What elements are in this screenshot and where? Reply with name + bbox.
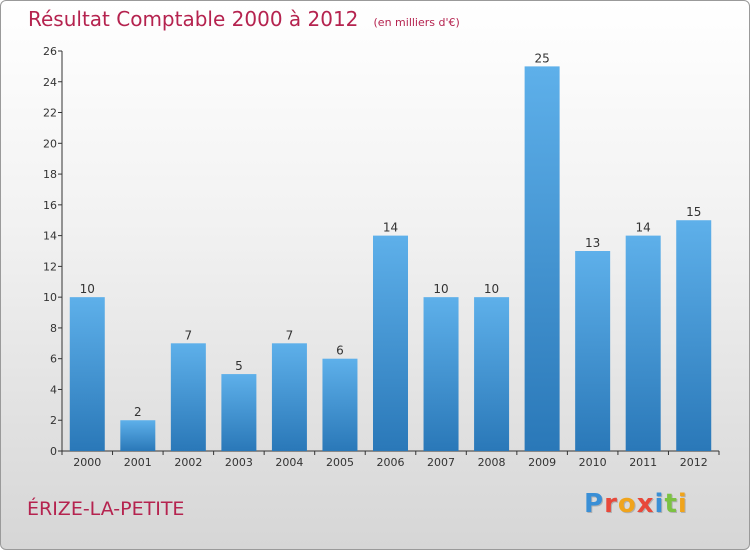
brand-letter: i: [654, 489, 665, 519]
y-tick-label: 0: [50, 445, 57, 458]
data-label: 15: [686, 205, 701, 219]
bar: [625, 235, 661, 451]
bar: [575, 251, 611, 451]
data-label: 7: [185, 328, 193, 342]
data-label: 7: [286, 328, 294, 342]
x-tick-label: 2007: [427, 456, 455, 469]
x-tick-label: 2012: [680, 456, 708, 469]
brand-letter: x: [636, 489, 655, 519]
y-tick-label: 6: [50, 353, 57, 366]
brand-letter: i: [677, 489, 688, 519]
x-tick-label: 2000: [73, 456, 101, 469]
data-label: 14: [636, 221, 651, 235]
y-tick-label: 4: [50, 383, 57, 396]
y-tick-label: 22: [43, 107, 57, 120]
brand-letter: t: [664, 489, 678, 519]
bar: [322, 358, 358, 451]
x-tick-label: 2008: [478, 456, 506, 469]
bar: [271, 343, 307, 451]
brand-letter: o: [617, 489, 637, 519]
x-tick-label: 2001: [124, 456, 152, 469]
y-tick-label: 10: [43, 291, 57, 304]
title-block: Résultat Comptable 2000 à 2012 (en milli…: [28, 7, 460, 31]
y-tick-label: 16: [43, 199, 57, 212]
y-tick-label: 18: [43, 168, 57, 181]
commune-name: ÉRIZE-LA-PETITE: [27, 498, 185, 520]
data-label: 5: [235, 359, 243, 373]
bar: [524, 66, 560, 451]
brand-letter: P: [584, 489, 605, 519]
data-label: 10: [433, 282, 448, 296]
data-label: 10: [80, 282, 95, 296]
bar: [474, 297, 510, 451]
x-tick-label: 2011: [629, 456, 657, 469]
y-tick-label: 12: [43, 260, 57, 273]
data-label: 13: [585, 236, 600, 250]
bar: [69, 297, 105, 451]
bar: [676, 220, 712, 451]
x-tick-label: 2005: [326, 456, 354, 469]
x-tick-label: 2006: [377, 456, 405, 469]
x-tick-label: 2002: [174, 456, 202, 469]
bar: [423, 297, 459, 451]
x-tick-label: 2004: [275, 456, 303, 469]
chart-subtitle: (en milliers d'€): [373, 16, 460, 29]
bar: [373, 235, 408, 451]
y-tick-label: 2: [50, 414, 57, 427]
data-label: 10: [484, 282, 499, 296]
brand-letter: r: [604, 489, 618, 519]
data-label: 6: [336, 344, 344, 358]
y-tick-label: 8: [50, 322, 57, 335]
y-tick-label: 20: [43, 137, 57, 150]
y-tick-label: 26: [43, 45, 57, 58]
data-label: 14: [383, 221, 398, 235]
x-tick-label: 2009: [528, 456, 556, 469]
bar: [170, 343, 206, 451]
data-label: 2: [134, 405, 142, 419]
bar: [120, 420, 156, 451]
x-tick-label: 2010: [579, 456, 607, 469]
data-label: 25: [534, 51, 549, 65]
x-tick-label: 2003: [225, 456, 253, 469]
y-tick-label: 24: [43, 76, 57, 89]
brand-logo[interactable]: Proxiti: [584, 489, 688, 519]
chart-title: Résultat Comptable 2000 à 2012: [28, 7, 359, 31]
y-tick-label: 14: [43, 230, 57, 243]
bar: [221, 374, 257, 451]
